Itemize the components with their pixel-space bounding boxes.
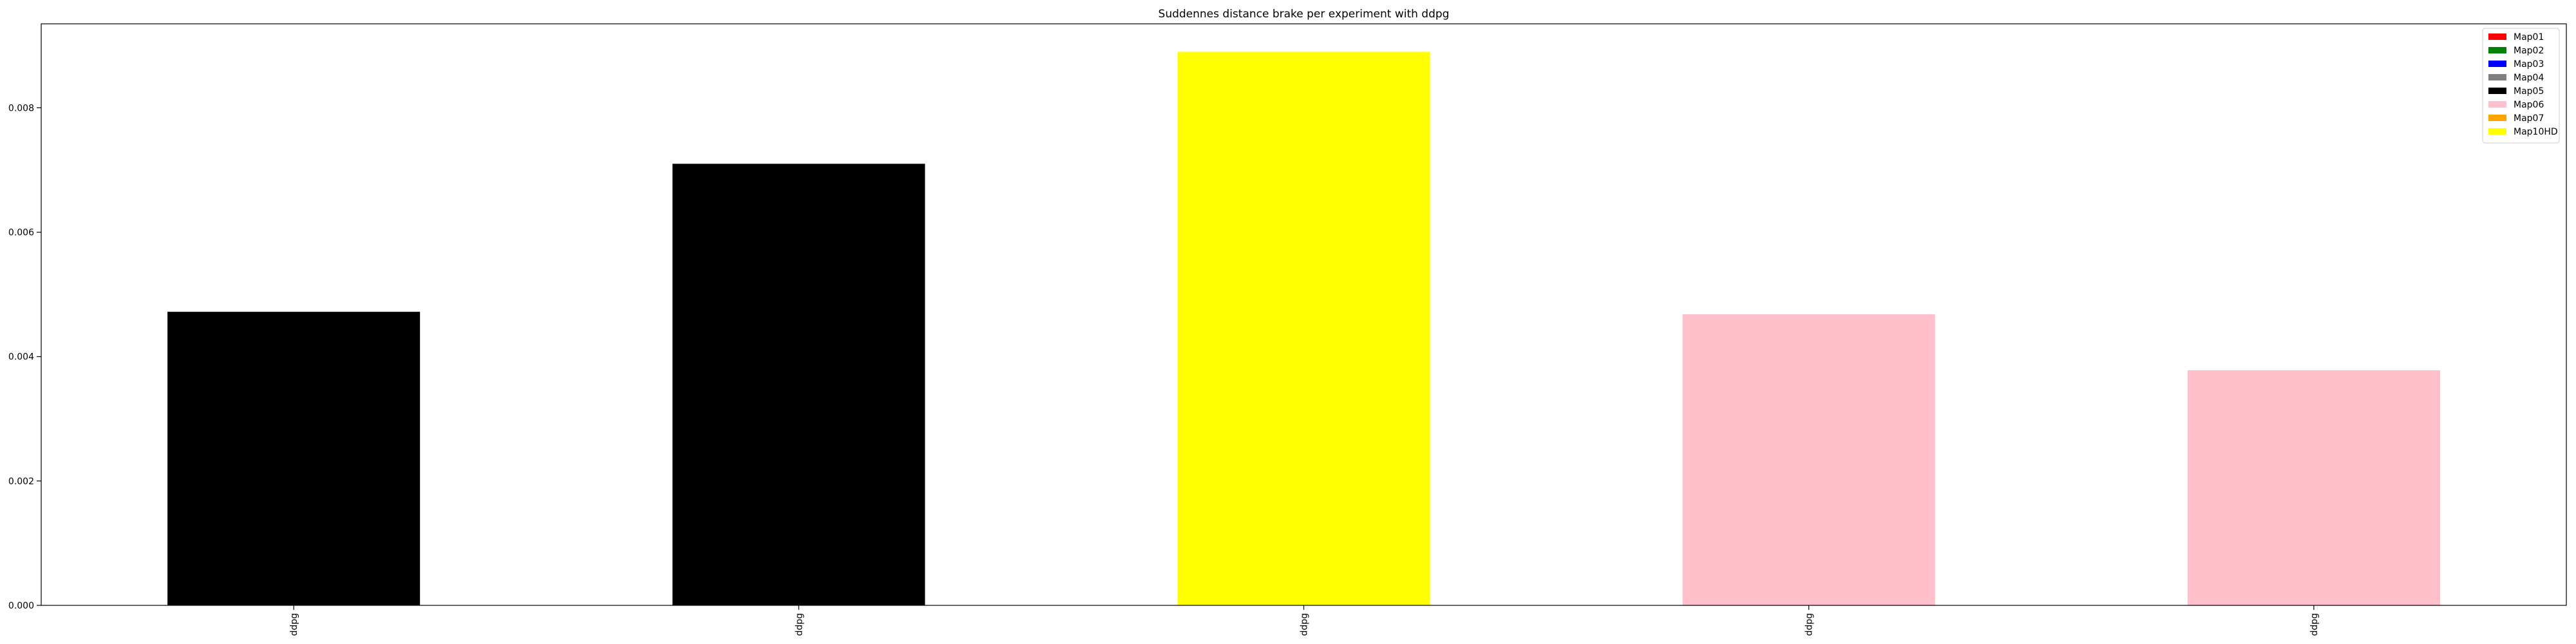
- legend-label-map06: Map06: [2514, 100, 2544, 110]
- y-tick-label: 0.004: [8, 352, 34, 363]
- x-tick-label: ddpg: [289, 613, 299, 636]
- legend-swatch-map04: [2488, 74, 2506, 80]
- legend-swatch-map10hd: [2488, 128, 2506, 135]
- bar-map10hd: [1177, 52, 1430, 605]
- y-tick-label: 0.006: [8, 228, 34, 238]
- x-axis: ddpg ddpg ddpg ddpg ddpg: [289, 605, 2320, 636]
- bar-map06: [1682, 314, 1935, 605]
- x-tick-label: ddpg: [2309, 613, 2320, 636]
- legend-label-map01: Map01: [2514, 32, 2544, 43]
- legend-label-map07: Map07: [2514, 113, 2544, 124]
- legend: Map01 Map02 Map03 Map04 Map05 Map06 Map07 Map10…: [2482, 28, 2560, 144]
- legend-label-map02: Map02: [2514, 46, 2544, 56]
- legend-label-map10hd: Map10HD: [2514, 127, 2558, 137]
- y-tick-label: 0.000: [8, 601, 34, 611]
- legend-label-map04: Map04: [2514, 73, 2544, 83]
- x-tick-label: ddpg: [1804, 613, 1815, 636]
- chart-title: Suddennes distance brake per experiment …: [1159, 8, 1450, 21]
- legend-swatch-map01: [2488, 33, 2506, 40]
- bar-map06: [2187, 370, 2440, 605]
- legend-swatch-map02: [2488, 47, 2506, 53]
- x-tick-label: ddpg: [1300, 613, 1310, 636]
- legend-swatch-map03: [2488, 61, 2506, 67]
- legend-label-map03: Map03: [2514, 59, 2544, 70]
- legend-swatch-map05: [2488, 88, 2506, 94]
- legend-box: [2482, 28, 2560, 144]
- legend-swatch-map07: [2488, 115, 2506, 121]
- bars-layer: [167, 52, 2440, 606]
- bar-map05: [672, 164, 925, 606]
- y-tick-label: 0.008: [8, 103, 34, 113]
- legend-label-map05: Map05: [2514, 86, 2544, 97]
- y-axis: 0.000 0.002 0.004 0.006 0.008: [8, 103, 41, 611]
- y-tick-label: 0.002: [8, 477, 34, 487]
- x-tick-label: ddpg: [794, 613, 804, 636]
- legend-swatch-map06: [2488, 101, 2506, 108]
- bar-map05: [167, 312, 421, 605]
